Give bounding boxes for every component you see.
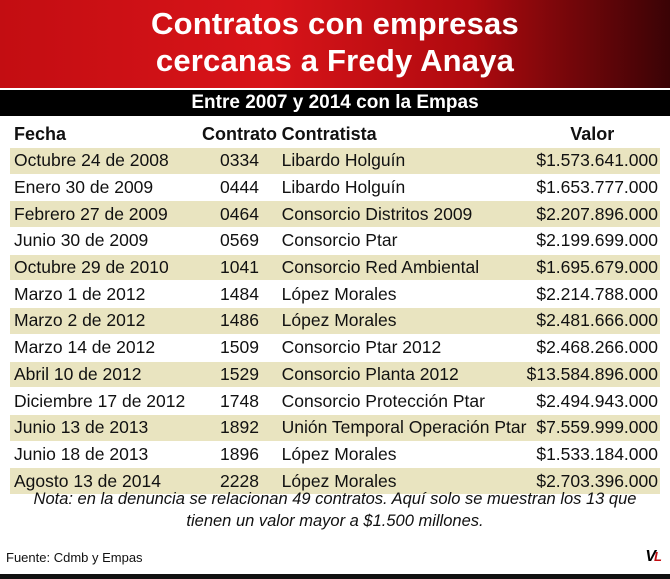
publisher-logo: VL xyxy=(645,548,662,566)
cell-date: Febrero 27 de 2009 xyxy=(10,200,198,229)
header-value: Valor xyxy=(570,124,615,144)
cell-contractor: Consorcio Planta 2012 xyxy=(281,361,527,389)
table-row: Abril 10 de 2012 1529 Consorcio Planta 201… xyxy=(10,361,660,389)
cell-value: $2.199.699.000 xyxy=(526,227,660,255)
table-row: Octubre 29 de 2010 1041 Consorcio Red Ambi… xyxy=(10,254,660,282)
cell-date: Marzo 14 de 2012 xyxy=(10,334,198,362)
cell-contractor: Consorcio Ptar 2012 xyxy=(281,334,527,362)
cell-date: Octubre 24 de 2008 xyxy=(10,148,198,175)
table-row: Junio 30 de 2009 0569 Consorcio Ptar $2.199… xyxy=(10,227,660,255)
cell-value: $2.207.896.000 xyxy=(526,200,660,229)
footnote: Nota: en la denuncia se relacionan 49 co… xyxy=(0,488,670,532)
cell-value: $2.214.788.000 xyxy=(526,280,660,309)
table-row: Octubre 24 de 2008 0334 Libardo Holguín $1.… xyxy=(10,148,660,175)
cell-value: $2.494.943.000 xyxy=(526,387,660,415)
cell-contractor: Unión Temporal Operación Ptar xyxy=(281,414,527,442)
cell-date: Junio 30 de 2009 xyxy=(10,227,198,255)
cell-contract: 1509 xyxy=(197,334,282,362)
cell-date: Marzo 1 de 2012 xyxy=(10,280,198,309)
bottom-rule xyxy=(0,574,670,579)
table-row: Marzo 1 de 2012 1484 López Morales $2.214.7… xyxy=(10,280,660,309)
cell-contract: 1484 xyxy=(197,280,282,309)
cell-value: $1.533.184.000 xyxy=(526,441,660,469)
cell-contract: 1529 xyxy=(197,361,282,389)
cell-date: Junio 13 de 2013 xyxy=(10,414,198,442)
cell-contractor: Libardo Holguín xyxy=(281,148,527,175)
cell-contract: 0569 xyxy=(197,227,282,255)
logo-letter-v: V xyxy=(645,548,656,565)
cell-contract: 1748 xyxy=(197,387,282,415)
cell-value: $2.703.396.000 xyxy=(526,467,660,495)
footnote-line-1: Nota: en la denuncia se relacionan 49 co… xyxy=(33,490,637,508)
header-contract: Contrato xyxy=(201,124,277,144)
table-row: Marzo 2 de 2012 1486 López Morales $2.481.6… xyxy=(10,307,660,335)
cell-contract: 2228 xyxy=(197,467,282,495)
source-credit: Fuente: Cdmb y Empas xyxy=(6,550,143,565)
cell-value: $2.468.266.000 xyxy=(526,334,660,362)
header-date: Fecha xyxy=(14,124,67,144)
footnote-line-2: tienen un valor mayor a $1.500 millones. xyxy=(186,512,484,530)
table-row: Junio 13 de 2013 1892 Unión Temporal Opera… xyxy=(10,414,660,442)
cell-contractor: Consorcio Protección Ptar xyxy=(281,387,527,415)
table-row: Enero 30 de 2009 0444 Libardo Holguín $1.65… xyxy=(10,174,660,202)
cell-date: Octubre 29 de 2010 xyxy=(10,254,198,282)
cell-contract: 1896 xyxy=(197,441,282,469)
cell-value: $13.584.896.000 xyxy=(526,361,660,389)
cell-date: Junio 18 de 2013 xyxy=(10,441,198,469)
cell-contractor: Consorcio Distritos 2009 xyxy=(281,200,527,229)
cell-contractor: López Morales xyxy=(281,441,527,469)
cell-contractor: Consorcio Red Ambiental xyxy=(281,254,527,282)
cell-value: $1.573.641.000 xyxy=(526,148,660,175)
header-contractor: Contratista xyxy=(281,124,377,144)
table-header-row: Fecha Contrato Contratista Valor xyxy=(10,121,660,148)
cell-value: $2.481.666.000 xyxy=(526,307,660,335)
cell-contract: 0444 xyxy=(197,174,282,202)
cell-contractor: López Morales xyxy=(281,307,527,335)
cell-date: Abril 10 de 2012 xyxy=(10,361,198,389)
table-row: Agosto 13 de 2014 2228 López Morales $2.703… xyxy=(10,467,660,495)
cell-date: Diciembre 17 de 2012 xyxy=(10,387,198,415)
cell-value: $1.695.679.000 xyxy=(526,254,660,282)
cell-contractor: López Morales xyxy=(281,467,527,495)
cell-date: Marzo 2 de 2012 xyxy=(10,307,198,335)
cell-date: Agosto 13 de 2014 xyxy=(10,467,198,495)
cell-contractor: López Morales xyxy=(281,280,527,309)
table-row: Junio 18 de 2013 1896 López Morales $1.533.… xyxy=(10,441,660,469)
contracts-table: Fecha Contrato Contratista Valor Octubre… xyxy=(10,121,660,495)
cell-contract: 1041 xyxy=(197,254,282,282)
header-banner: Contratos con empresas cercanas a Fredy … xyxy=(0,0,670,88)
title-line-2: cercanas a Fredy Anaya xyxy=(155,43,515,78)
table-row: Febrero 27 de 2009 0464 Consorcio Distrito… xyxy=(10,200,660,229)
cell-contract: 0464 xyxy=(197,200,282,229)
cell-contractor: Libardo Holguín xyxy=(281,174,527,202)
subtitle-bar: Entre 2007 y 2014 con la Empas xyxy=(0,90,670,116)
cell-value: $1.653.777.000 xyxy=(526,174,660,202)
title-line-1: Contratos con empresas xyxy=(151,6,519,41)
cell-contract: 1486 xyxy=(197,307,282,335)
table-row: Marzo 14 de 2012 1509 Consorcio Ptar 2012 $… xyxy=(10,334,660,362)
table-row: Diciembre 17 de 2012 1748 Consorcio Protec… xyxy=(10,387,660,415)
cell-contract: 1892 xyxy=(197,414,282,442)
cell-contractor: Consorcio Ptar xyxy=(281,227,527,255)
cell-contract: 0334 xyxy=(197,148,282,175)
cell-value: $7.559.999.000 xyxy=(526,414,660,442)
cell-date: Enero 30 de 2009 xyxy=(10,174,198,202)
logo-letter-l: L xyxy=(654,549,662,564)
